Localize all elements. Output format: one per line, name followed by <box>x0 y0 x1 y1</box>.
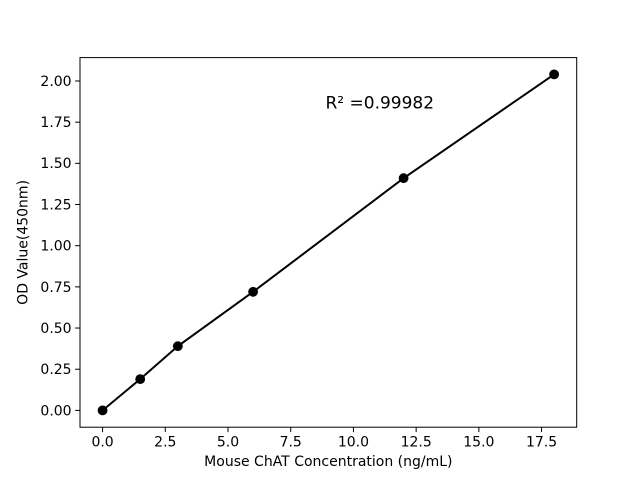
y-tick-label: 1.25 <box>40 197 71 213</box>
x-tick-label: 5.0 <box>217 434 239 450</box>
y-tick-label: 0.00 <box>40 403 71 419</box>
data-series <box>97 69 560 416</box>
series-line <box>101 73 556 412</box>
x-tick-label: 12.5 <box>401 434 432 450</box>
y-tick-label: 0.25 <box>40 362 71 378</box>
plot-background <box>80 57 577 428</box>
x-tick-label: 15.0 <box>463 434 494 450</box>
y-axis-label: OD Value(450nm) <box>16 180 32 305</box>
y-tick-label: 0.50 <box>40 321 71 337</box>
r-squared-annotation: R² =0.99982 <box>325 93 434 113</box>
x-tick-label: 17.5 <box>526 434 557 450</box>
data-point <box>135 374 146 385</box>
y-tick-label: 0.75 <box>40 280 71 296</box>
axes-spines <box>79 57 578 428</box>
x-tick-label: 7.5 <box>280 434 302 450</box>
x-tick-label: 2.5 <box>154 434 176 450</box>
x-axis: 0.0 2.5 5.0 7.5 10.0 12.5 15.0 17.5 <box>91 427 557 450</box>
data-point <box>549 69 560 80</box>
y-tick-label: 2.00 <box>40 74 71 90</box>
data-point <box>398 173 409 184</box>
y-tick-label: 1.50 <box>40 156 71 172</box>
data-point <box>97 405 108 416</box>
data-point <box>172 341 183 352</box>
x-tick-label: 10.0 <box>338 434 369 450</box>
x-tick-label: 0.0 <box>91 434 113 450</box>
x-axis-label: Mouse ChAT Concentration (ng/mL) <box>204 454 452 470</box>
y-tick-label: 1.75 <box>40 115 71 131</box>
y-axis: 0.00 0.25 0.50 0.75 1.00 1.25 1.50 1.75 2.00 <box>40 74 80 419</box>
data-point <box>248 286 258 297</box>
y-tick-label: 1.00 <box>40 239 71 255</box>
